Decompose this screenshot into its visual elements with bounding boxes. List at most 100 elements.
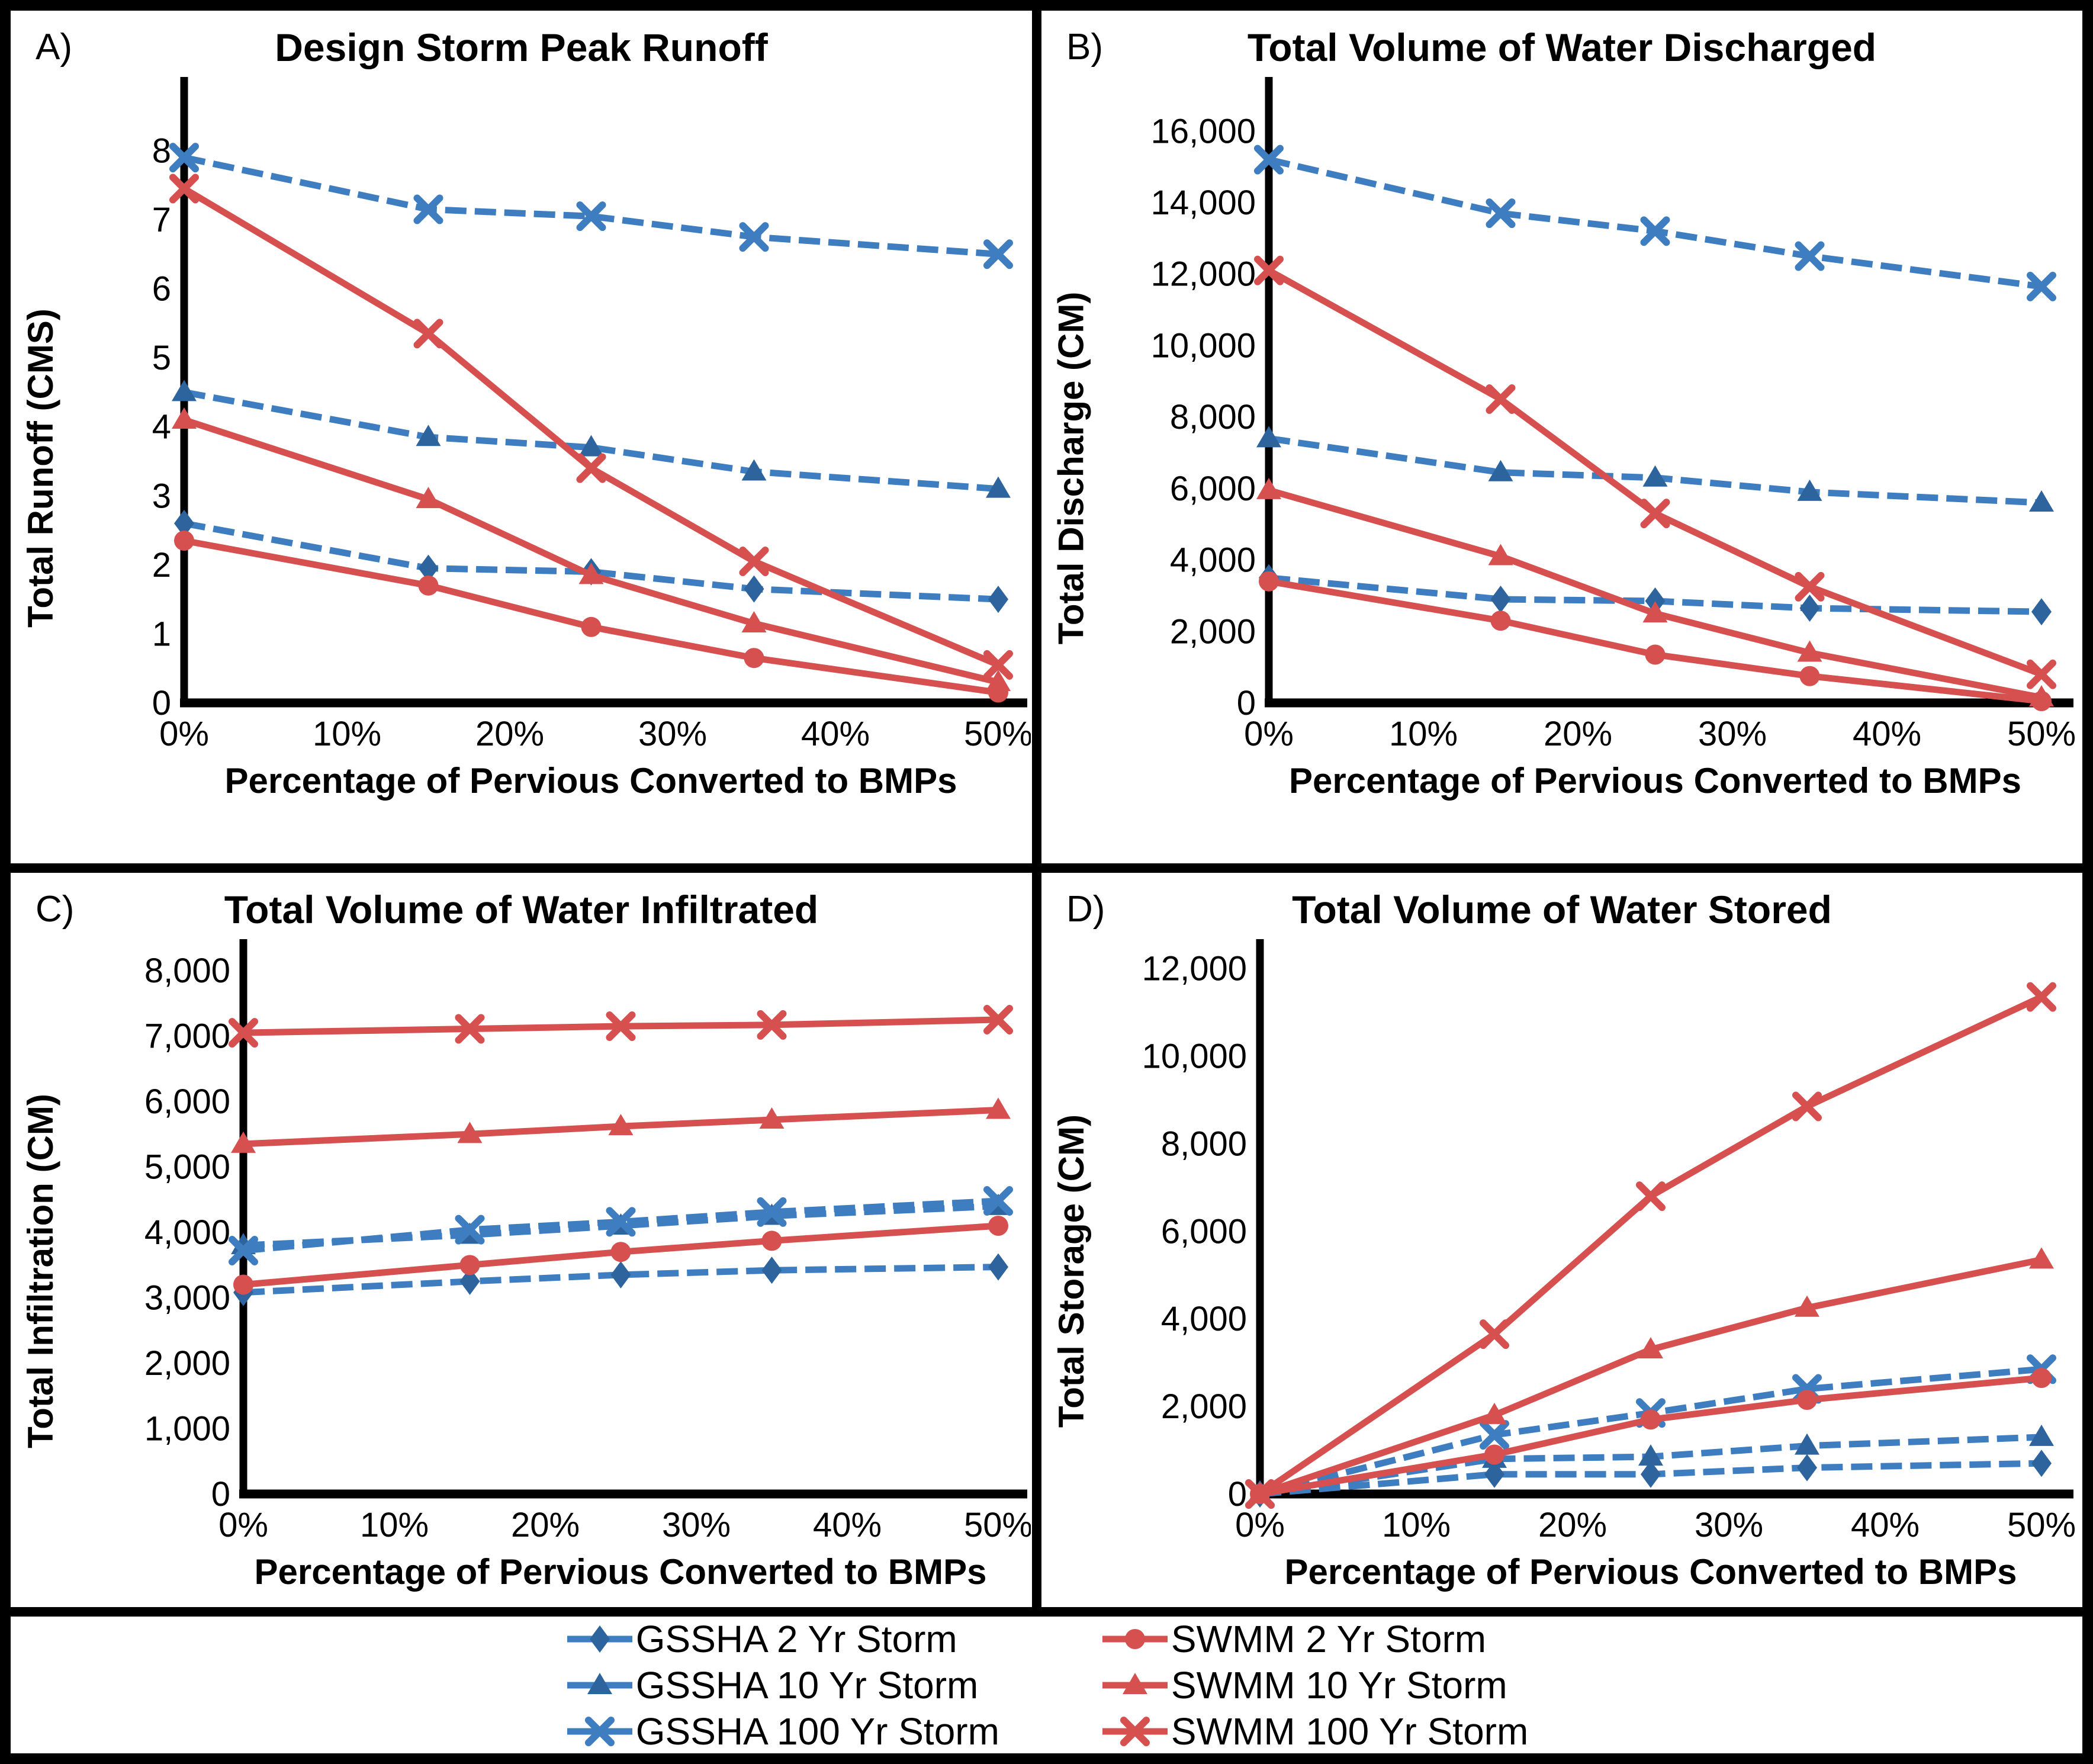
svg-text:1,000: 1,000: [144, 1410, 230, 1448]
panel-c-plot: 0 1,000 2,000 3,000 4,000 5,000 6,000 7,000 8,00…: [144, 939, 1031, 1544]
svg-text:0: 0: [1237, 684, 1256, 722]
svg-text:0%: 0%: [1235, 1506, 1285, 1544]
svg-text:20%: 20%: [475, 715, 544, 753]
svg-text:2,000: 2,000: [1170, 612, 1256, 651]
svg-text:0%: 0%: [159, 715, 209, 753]
svg-text:8,000: 8,000: [1161, 1124, 1247, 1163]
svg-text:7,000: 7,000: [144, 1017, 230, 1056]
svg-text:40%: 40%: [1853, 715, 1921, 753]
svg-text:50%: 50%: [2007, 1506, 2076, 1544]
legend-item-swmm-100yr: SWMM 100 Yr Storm: [1100, 1710, 1528, 1753]
svg-text:10%: 10%: [1389, 715, 1458, 753]
panel-d-y-axis-label: Total Storage (CM): [1051, 1114, 1091, 1428]
svg-text:2,000: 2,000: [1161, 1387, 1247, 1426]
svg-text:1: 1: [152, 615, 171, 653]
panel-c-x-axis-label: Percentage of Pervious Converted to BMPs: [254, 1552, 987, 1592]
panel-d: D) Total Volume of Water Stored Total St…: [1041, 873, 2082, 1607]
svg-text:40%: 40%: [812, 1506, 881, 1544]
legend-marker-swmm-10yr: [1102, 1672, 1168, 1694]
legend-label: SWMM 10 Yr Storm: [1171, 1663, 1507, 1707]
panel-a-label: A): [36, 27, 72, 68]
legend-column-gssha: GSSHA 2 Yr Storm GSSHA 10 Yr Storm GSSHA…: [565, 1617, 999, 1753]
panel-b-x-axis-label: Percentage of Pervious Converted to BMPs: [1289, 761, 2021, 801]
panel-b-label: B): [1066, 27, 1103, 68]
svg-text:12,000: 12,000: [1151, 255, 1256, 294]
svg-text:7: 7: [152, 201, 171, 239]
panel-b-ylabel-col: Total Discharge (CM): [1041, 72, 1101, 863]
panel-a-header: A) Design Storm Peak Runoff: [11, 11, 1032, 72]
panel-a-body: Total Runoff (CMS) 0 1 2 3 4 5 6 7 8 0% 10% 20% 30% 4…: [11, 72, 1032, 863]
svg-text:50%: 50%: [2007, 715, 2076, 753]
panel-c-header: C) Total Volume of Water Infiltrated: [11, 873, 1032, 934]
panel-b-y-axis-label: Total Discharge (CM): [1051, 291, 1091, 644]
legend-item-gssha-100yr: GSSHA 100 Yr Storm: [565, 1710, 999, 1753]
svg-text:50%: 50%: [963, 715, 1030, 753]
legend-item-swmm-2yr: SWMM 2 Yr Storm: [1100, 1617, 1528, 1661]
svg-text:16,000: 16,000: [1151, 112, 1256, 150]
svg-text:6,000: 6,000: [1161, 1212, 1247, 1251]
legend-marker-gssha-10yr: [567, 1672, 632, 1694]
svg-text:10%: 10%: [1382, 1506, 1451, 1544]
panel-b-body: Total Discharge (CM) 0 2,000 4,000 6,000 8,0…: [1041, 72, 2082, 863]
legend-marker-swmm-100yr: [1102, 1716, 1168, 1746]
legend-marker-gssha-2yr: [567, 1625, 632, 1653]
legend-label: GSSHA 100 Yr Storm: [635, 1710, 999, 1753]
svg-text:4,000: 4,000: [1161, 1300, 1247, 1338]
panel-d-ylabel-col: Total Storage (CM): [1041, 934, 1101, 1607]
svg-text:8,000: 8,000: [1170, 398, 1256, 436]
svg-text:12,000: 12,000: [1142, 950, 1247, 988]
svg-text:0: 0: [1228, 1475, 1247, 1514]
legend-marker-gssha-100yr: [567, 1716, 632, 1746]
svg-text:10%: 10%: [359, 1506, 428, 1544]
svg-text:6,000: 6,000: [1170, 470, 1256, 508]
panel-d-header: D) Total Volume of Water Stored: [1041, 873, 2082, 934]
panel-b-header: B) Total Volume of Water Discharged: [1041, 11, 2082, 72]
svg-text:3,000: 3,000: [144, 1279, 230, 1318]
svg-text:6: 6: [152, 270, 171, 309]
legend-item-swmm-10yr: SWMM 10 Yr Storm: [1100, 1663, 1528, 1707]
svg-text:30%: 30%: [1698, 715, 1767, 753]
svg-text:30%: 30%: [1695, 1506, 1763, 1544]
svg-text:30%: 30%: [638, 715, 706, 753]
svg-text:50%: 50%: [963, 1506, 1030, 1544]
svg-text:20%: 20%: [1538, 1506, 1607, 1544]
legend-label: SWMM 100 Yr Storm: [1171, 1710, 1529, 1753]
panel-c: C) Total Volume of Water Infiltrated Tot…: [11, 873, 1032, 1607]
svg-text:40%: 40%: [800, 715, 869, 753]
panel-d-label: D): [1066, 889, 1105, 930]
panel-c-ylabel-col: Total Infiltration (CM): [11, 934, 70, 1607]
panel-b-chart-area: 0 2,000 4,000 6,000 8,000 10,000 12,000 14,000 1…: [1101, 72, 2082, 801]
panel-b: B) Total Volume of Water Discharged Tota…: [1041, 11, 2082, 863]
panel-d-title: Total Volume of Water Stored: [1292, 888, 1832, 931]
svg-text:40%: 40%: [1851, 1506, 1920, 1544]
svg-text:10,000: 10,000: [1151, 326, 1256, 365]
svg-text:0: 0: [152, 684, 171, 722]
panel-a: A) Design Storm Peak Runoff Total Runoff…: [11, 11, 1032, 863]
panel-a-plot: 0 1 2 3 4 5 6 7 8 0% 10% 20% 30% 40% 50%: [152, 77, 1031, 753]
panel-a-x-axis-label: Percentage of Pervious Converted to BMPs: [224, 761, 957, 801]
legend-item-gssha-2yr: GSSHA 2 Yr Storm: [565, 1617, 999, 1661]
legend-label: GSSHA 10 Yr Storm: [635, 1663, 979, 1707]
panel-a-ylabel-col: Total Runoff (CMS): [11, 72, 70, 863]
svg-text:0%: 0%: [218, 1506, 268, 1544]
panel-a-chart-area: 0 1 2 3 4 5 6 7 8 0% 10% 20% 30% 40% 50% Percentage of…: [70, 72, 1032, 801]
svg-text:20%: 20%: [510, 1506, 579, 1544]
legend-item-gssha-10yr: GSSHA 10 Yr Storm: [565, 1663, 999, 1707]
svg-text:2,000: 2,000: [144, 1344, 230, 1383]
panel-b-plot: 0 2,000 4,000 6,000 8,000 10,000 12,000 14,000 1…: [1151, 77, 2076, 753]
panel-d-chart-area: 0 2,000 4,000 6,000 8,000 10,000 12,000 0% 10% 20…: [1101, 934, 2082, 1592]
panel-c-y-axis-label: Total Infiltration (CM): [20, 1093, 60, 1448]
legend-label: GSSHA 2 Yr Storm: [635, 1617, 957, 1660]
svg-text:8,000: 8,000: [144, 952, 230, 990]
svg-text:4,000: 4,000: [144, 1213, 230, 1252]
svg-text:6,000: 6,000: [144, 1082, 230, 1121]
legend-column-swmm: SWMM 2 Yr Storm SWMM 10 Yr Storm SWMM 10…: [1100, 1617, 1528, 1753]
panel-c-title: Total Volume of Water Infiltrated: [224, 888, 819, 931]
legend-marker-swmm-2yr: [1102, 1628, 1168, 1649]
panel-c-body: Total Infiltration (CM) 0 1,000 2,000 3,000…: [11, 934, 1032, 1607]
svg-text:5: 5: [152, 339, 171, 377]
svg-text:8: 8: [152, 131, 171, 170]
panel-a-y-axis-label: Total Runoff (CMS): [20, 308, 60, 628]
svg-text:10%: 10%: [312, 715, 381, 753]
